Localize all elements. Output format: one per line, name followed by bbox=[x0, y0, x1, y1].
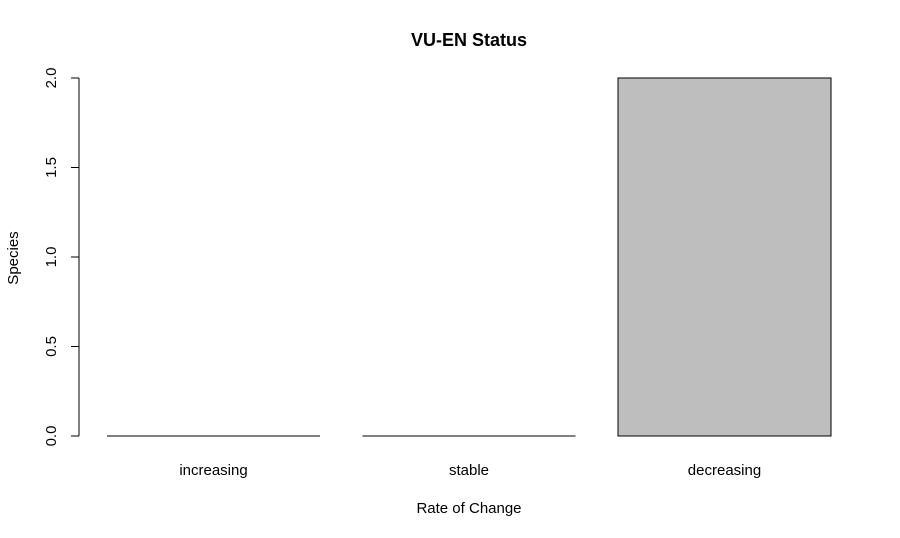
x-axis-label: Rate of Change bbox=[416, 500, 521, 517]
bar-decreasing bbox=[617, 77, 832, 437]
x-tick-label-decreasing: decreasing bbox=[688, 462, 761, 479]
y-tick-label: 0.0 bbox=[43, 426, 60, 447]
chart-title: VU-EN Status bbox=[411, 30, 527, 50]
y-tick-label: 0.5 bbox=[43, 336, 60, 357]
y-tick-label: 1.5 bbox=[43, 157, 60, 178]
y-tick-label: 2.0 bbox=[43, 68, 60, 89]
x-tick-label-stable: stable bbox=[449, 462, 489, 479]
x-tick-label-increasing: increasing bbox=[179, 462, 247, 479]
bars-group bbox=[107, 77, 832, 437]
y-axis: 0.0 0.5 1.0 1.5 2.0 bbox=[43, 68, 80, 447]
y-axis-label: Species bbox=[5, 231, 22, 284]
y-tick-label: 1.0 bbox=[43, 247, 60, 268]
x-tick-labels: increasing stable decreasing bbox=[179, 462, 761, 479]
